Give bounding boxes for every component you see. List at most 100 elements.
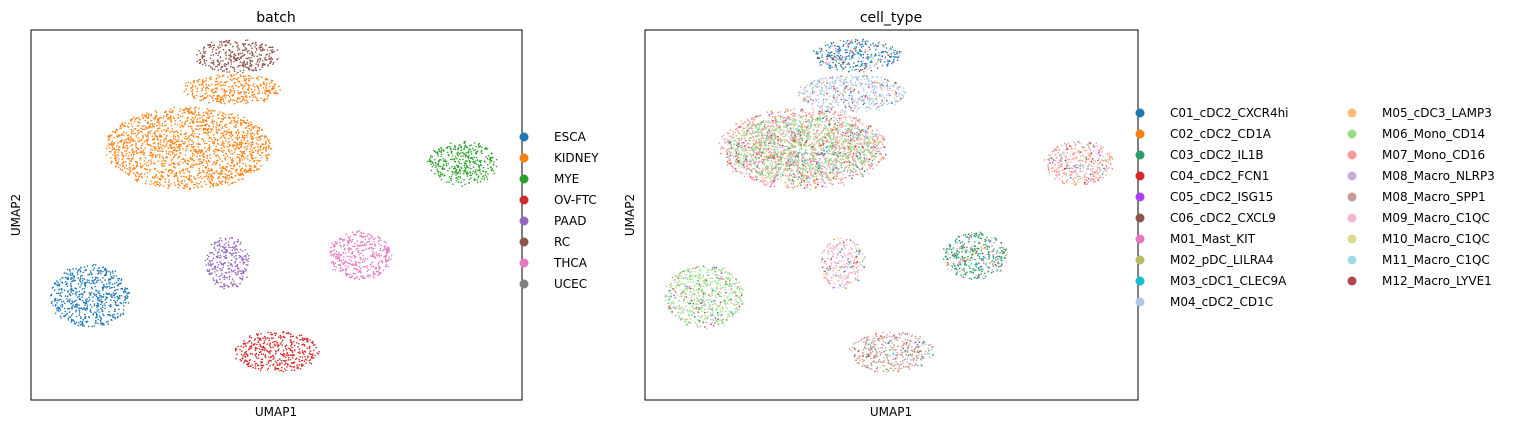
umap-point	[250, 137, 253, 140]
umap-point	[88, 296, 90, 299]
umap-point	[199, 120, 201, 123]
umap-point	[66, 295, 69, 297]
umap-point	[477, 181, 479, 184]
umap-point	[259, 68, 261, 71]
umap-point	[235, 357, 237, 360]
umap-point	[218, 244, 220, 247]
umap-point	[58, 285, 61, 287]
umap-point	[480, 173, 482, 175]
umap-point	[257, 160, 260, 162]
umap-point	[160, 162, 163, 165]
umap-point	[819, 50, 822, 53]
umap-point	[250, 88, 253, 90]
umap-point	[848, 52, 851, 55]
umap-point	[382, 269, 385, 272]
umap-point	[270, 337, 273, 340]
umap-point	[861, 64, 863, 67]
umap-point	[223, 117, 225, 120]
umap-point	[342, 252, 345, 254]
umap-point	[457, 175, 460, 178]
umap-point	[893, 58, 895, 61]
umap-point	[465, 152, 468, 154]
umap-point	[483, 179, 485, 181]
umap-point	[145, 116, 147, 118]
umap-point	[165, 157, 168, 159]
umap-point	[468, 148, 470, 150]
umap-point	[118, 135, 121, 137]
umap-point	[224, 173, 227, 175]
umap-point	[348, 249, 350, 251]
umap-point	[882, 44, 884, 46]
umap-point	[143, 173, 146, 175]
umap-point	[218, 173, 221, 175]
umap-point	[119, 140, 121, 143]
umap-point	[878, 52, 880, 54]
umap-point	[83, 287, 85, 290]
umap-point	[184, 154, 187, 156]
umap-point	[237, 76, 240, 79]
umap-point	[235, 144, 237, 147]
umap-point	[357, 247, 359, 250]
umap-point	[852, 66, 854, 68]
legend-marker	[519, 258, 529, 268]
umap-point	[233, 125, 236, 128]
umap-point	[230, 159, 233, 161]
umap-point	[224, 180, 227, 183]
umap-point	[265, 84, 267, 87]
umap-point	[243, 77, 246, 80]
umap-point	[378, 243, 380, 245]
umap-point	[239, 282, 241, 285]
umap-point	[335, 257, 337, 259]
umap-point	[202, 158, 205, 161]
umap-point	[114, 316, 116, 319]
umap-point	[454, 160, 457, 163]
umap-point	[188, 112, 190, 115]
umap-point	[111, 134, 113, 136]
umap-point	[174, 138, 177, 141]
umap-point	[878, 41, 880, 43]
umap-point	[137, 172, 139, 175]
umap-point	[119, 164, 121, 166]
umap-point	[265, 87, 268, 90]
umap-point	[272, 358, 275, 360]
umap-point	[245, 99, 248, 102]
umap-point	[73, 300, 76, 303]
umap-point	[464, 167, 467, 170]
umap-point	[85, 300, 88, 303]
umap-point	[248, 359, 251, 362]
umap-point	[204, 142, 206, 145]
umap-point	[203, 115, 205, 117]
umap-point	[220, 132, 222, 135]
umap-point	[75, 321, 78, 324]
umap-point	[255, 357, 258, 359]
umap-point	[88, 316, 91, 319]
umap-point	[208, 147, 210, 149]
umap-point	[440, 148, 443, 150]
umap-point	[185, 168, 187, 170]
umap-point	[436, 170, 439, 172]
umap-point	[258, 339, 261, 342]
umap-point	[234, 41, 236, 43]
umap-point	[481, 146, 483, 149]
umap-point	[493, 172, 496, 175]
umap-point	[238, 86, 240, 88]
umap-point	[80, 293, 82, 296]
umap-point	[252, 93, 255, 96]
umap-point	[98, 315, 101, 317]
umap-point	[207, 117, 210, 120]
umap-point	[866, 109, 868, 112]
umap-point	[144, 168, 146, 170]
umap-point	[154, 175, 156, 178]
umap-point	[188, 174, 191, 177]
umap-point	[490, 169, 493, 171]
umap-point	[476, 150, 479, 152]
umap-point	[312, 356, 315, 359]
umap-point	[334, 262, 337, 264]
umap-point	[222, 264, 225, 266]
umap-point	[366, 258, 369, 260]
umap-point	[243, 146, 246, 149]
umap-point	[336, 257, 339, 259]
umap-point	[160, 175, 162, 177]
umap-point	[347, 266, 349, 268]
umap-point	[242, 96, 244, 98]
